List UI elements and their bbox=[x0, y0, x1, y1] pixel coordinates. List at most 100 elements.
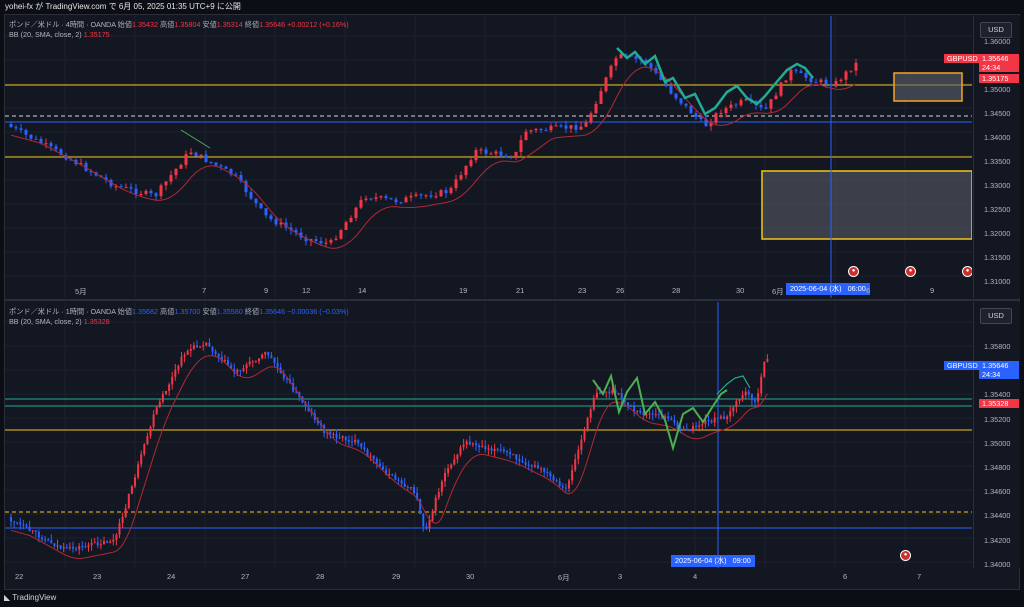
candle-body bbox=[59, 545, 62, 549]
time-tick: 28 bbox=[316, 572, 325, 581]
candle-body bbox=[809, 77, 813, 83]
candle-body bbox=[468, 441, 471, 445]
candle-body bbox=[734, 104, 738, 106]
candle-body bbox=[68, 547, 71, 549]
candle-body bbox=[735, 400, 738, 408]
us-flag-event-icon[interactable]: ● bbox=[900, 550, 911, 561]
time-tick: 7 bbox=[202, 286, 207, 295]
candle-body bbox=[119, 186, 123, 188]
candle-body bbox=[769, 99, 773, 109]
candle-body bbox=[47, 539, 50, 541]
candle-body bbox=[713, 417, 716, 423]
candle-body bbox=[282, 373, 285, 379]
candle-body bbox=[428, 520, 431, 529]
candle-body bbox=[54, 146, 58, 150]
candle-body bbox=[137, 464, 140, 478]
candle-body bbox=[549, 125, 553, 131]
time-tick: 3 bbox=[618, 572, 623, 581]
candle-body bbox=[518, 459, 521, 462]
candles-4h[interactable] bbox=[5, 16, 972, 298]
candle-body bbox=[14, 127, 18, 129]
candle-body bbox=[437, 492, 440, 498]
price-tick: 1.34500 bbox=[984, 109, 1011, 118]
candle-body bbox=[750, 394, 753, 401]
candle-body bbox=[422, 514, 425, 527]
candle-body bbox=[146, 436, 149, 445]
candle-body bbox=[599, 91, 603, 104]
candle-body bbox=[202, 345, 205, 347]
candle-body bbox=[62, 547, 65, 549]
candle-body bbox=[344, 436, 347, 441]
candle-body bbox=[161, 394, 164, 402]
candle-body bbox=[529, 130, 533, 132]
us-flag-event-icon[interactable]: ● bbox=[848, 266, 859, 277]
candle-body bbox=[732, 407, 735, 412]
candle-body bbox=[168, 384, 171, 392]
candle-body bbox=[577, 450, 580, 460]
price-tick: 1.35200 bbox=[984, 414, 1011, 424]
pane-separator[interactable] bbox=[5, 299, 1019, 301]
time-tick: 23 bbox=[93, 572, 102, 581]
chart-pane-1h[interactable]: ポンド／米ドル · 1時間 · OANDA 始値1.35682 高値1.3570… bbox=[5, 302, 972, 568]
candle-body bbox=[481, 446, 484, 448]
candle-body bbox=[799, 71, 803, 73]
candle-body bbox=[29, 134, 33, 139]
candle-body bbox=[289, 227, 293, 231]
time-tick: 29 bbox=[392, 572, 401, 581]
candle-body bbox=[679, 98, 683, 104]
candle-body bbox=[496, 448, 499, 450]
candle-body bbox=[382, 466, 384, 470]
candle-body bbox=[605, 391, 608, 393]
candle-body bbox=[259, 203, 263, 209]
uk-flag-event-icon[interactable]: ● bbox=[962, 266, 972, 277]
price-tick: 1.33500 bbox=[984, 157, 1011, 166]
candle-body bbox=[434, 196, 438, 198]
bb-price-tag: 1.35328 bbox=[979, 399, 1019, 408]
currency-button[interactable]: USD bbox=[980, 308, 1012, 324]
candle-body bbox=[757, 393, 760, 402]
candle-body bbox=[149, 427, 152, 437]
candle-body bbox=[87, 545, 90, 548]
candle-body bbox=[583, 429, 586, 440]
candle-body bbox=[594, 103, 598, 114]
candle-body bbox=[664, 79, 668, 87]
candle-body bbox=[494, 151, 498, 154]
candle-body bbox=[676, 422, 679, 429]
candle-body bbox=[270, 355, 273, 358]
candle-body bbox=[479, 149, 483, 151]
candle-body bbox=[338, 437, 341, 439]
candle-body bbox=[304, 402, 307, 407]
currency-button[interactable]: USD bbox=[980, 22, 1012, 38]
candle-body bbox=[388, 474, 391, 476]
candle-body bbox=[406, 487, 409, 489]
price-axis-1h[interactable] bbox=[973, 302, 1020, 568]
candle-body bbox=[527, 464, 530, 466]
candle-body bbox=[584, 122, 588, 127]
candle-body bbox=[154, 193, 158, 197]
candle-body bbox=[654, 414, 657, 416]
candle-body bbox=[369, 198, 373, 200]
time-tick: 26 bbox=[616, 286, 625, 295]
candle-body bbox=[549, 472, 552, 477]
candle-body bbox=[574, 125, 578, 130]
price-tick: 1.34800 bbox=[984, 463, 1011, 472]
candle-body bbox=[574, 459, 577, 471]
candle-body bbox=[106, 541, 109, 543]
crosshair-date-1h: 2025-06-04 (水) 09:00 bbox=[671, 555, 755, 567]
candle-body bbox=[698, 425, 701, 427]
candle-body bbox=[630, 405, 632, 407]
candle-body bbox=[569, 125, 573, 129]
candles-1h[interactable] bbox=[5, 302, 972, 568]
candle-body bbox=[254, 198, 258, 204]
candle-body bbox=[112, 539, 115, 542]
candle-body bbox=[41, 537, 43, 540]
candle-body bbox=[619, 54, 623, 59]
tradingview-logo[interactable]: ◣ TradingView bbox=[4, 593, 57, 602]
candle-body bbox=[475, 443, 477, 446]
chart-pane-4h[interactable]: ポンド／米ドル · 4時間 · OANDA 始値1.35432 高値1.3580… bbox=[5, 16, 972, 298]
candle-body bbox=[114, 186, 118, 188]
us-flag-event-icon[interactable]: ● bbox=[905, 266, 916, 277]
candle-body bbox=[539, 128, 543, 131]
candle-body bbox=[155, 407, 158, 415]
time-tick: 9 bbox=[930, 286, 935, 295]
